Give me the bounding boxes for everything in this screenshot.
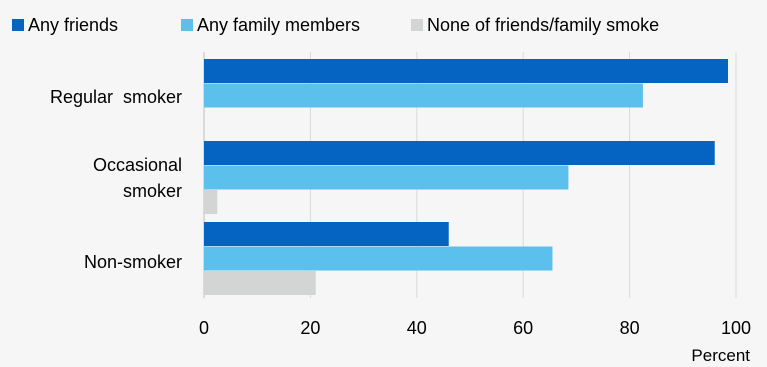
bar-any-friends-0 [204, 59, 729, 83]
category-labels: Regular smoker Occasional smoker Non-smoker [50, 87, 182, 272]
bar-any-family-members-1 [204, 165, 569, 190]
legend-label: None of friends/family smoke [427, 15, 659, 35]
x-tick-label: 80 [620, 318, 640, 338]
category-label: Regular smoker [50, 87, 182, 107]
x-tick-label: 20 [300, 318, 320, 338]
legend-swatch [411, 19, 423, 31]
x-tick-labels: 0 20 40 60 80 100 [199, 318, 751, 338]
x-tick-label: 100 [721, 318, 751, 338]
x-axis-label: Percent [691, 346, 750, 365]
bar-any-family-members-0 [204, 83, 643, 108]
category-label: Occasional [93, 155, 182, 175]
x-tick-label: 40 [407, 318, 427, 338]
legend-swatch [12, 19, 24, 31]
x-tick-label: 0 [199, 318, 209, 338]
bar-any-friends-1 [204, 141, 715, 165]
x-tick-label: 60 [513, 318, 533, 338]
legend-label: Any friends [28, 15, 118, 35]
bar-any-family-members-2 [204, 246, 553, 271]
category-label: smoker [123, 181, 182, 201]
bar-none-of-friends-family-smoke-2 [204, 271, 316, 295]
bar-any-friends-2 [204, 222, 449, 246]
bars [204, 59, 729, 295]
legend-label: Any family members [197, 15, 360, 35]
bar-none-of-friends-family-smoke-1 [204, 190, 218, 214]
legend: Any friends Any family members None of fri… [12, 15, 659, 35]
category-label: Non-smoker [84, 252, 182, 272]
legend-swatch [181, 19, 193, 31]
